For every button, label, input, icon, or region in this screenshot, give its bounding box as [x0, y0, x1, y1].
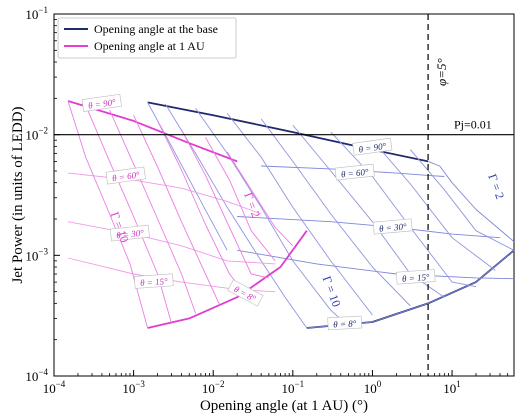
series-au-gamma-edge-16 [67, 100, 238, 163]
annotation-6: θ = 60° [105, 166, 146, 185]
y-tick-label: 10−2 [25, 126, 48, 143]
annotation-7: θ = 30° [109, 224, 150, 242]
series-base-gamma-iso-14 [372, 139, 496, 271]
y-axis-label: Jet Power (in units of LEDD) [10, 106, 26, 283]
x-tick-label: 10−4 [43, 379, 66, 396]
series-base-theta-2 [427, 160, 515, 242]
annotation-text: θ = 60° [112, 170, 141, 184]
annotation-text: θ = 90° [88, 97, 117, 111]
annotation-4: θ = 8° [327, 315, 363, 331]
series-au-gamma-iso-26 [181, 129, 269, 279]
series-base-theta-3 [261, 165, 445, 177]
annotation-1: θ = 60° [334, 163, 375, 181]
series-au-theta-19 [67, 221, 276, 265]
series-au-theta-18 [67, 172, 262, 215]
annotation-text: θ = 15° [140, 276, 169, 288]
legend-box [57, 17, 237, 59]
y-tick-label: 10−4 [25, 367, 48, 384]
series-base-theta-5 [237, 249, 515, 280]
annotation-box [227, 279, 264, 307]
annotation-text: θ = 8° [333, 318, 357, 329]
series-base-gamma-iso-9 [195, 108, 349, 327]
axis-ticks [53, 13, 509, 377]
annotation-12: Γ = 2 [485, 172, 507, 201]
annotation-text: Γ = 2 [485, 172, 507, 201]
series-base-gamma-iso-15 [410, 149, 515, 251]
series-base-gamma-iso-10 [226, 113, 373, 316]
series-au-gamma-iso-28 [226, 151, 294, 247]
series-au-gamma-iso-23 [109, 109, 197, 314]
y-tick-label: 10−1 [25, 5, 48, 22]
y-tick-label: 10−3 [25, 246, 48, 263]
annotation-box [352, 137, 393, 156]
annotation-5: θ = 90° [81, 93, 122, 112]
tick-labels: 10−4 10−3 10−2 10−1 100 101 10−4 10−3 10−2 10−1 [25, 5, 460, 396]
series-base-gamma-iso-8 [164, 103, 308, 329]
annotation-text: θ = 60° [341, 167, 370, 180]
x-tick-label: 101 [443, 379, 461, 396]
series-base-gamma-edge-0 [147, 101, 429, 163]
annotation-box [81, 93, 122, 112]
phi-reference-label: φ=5° [434, 58, 449, 86]
series-base-theta-4 [237, 216, 501, 239]
annotation-box [395, 269, 436, 285]
annotation-text: θ = 15° [402, 272, 431, 284]
legend-label-base: Opening angle at the base [94, 22, 218, 36]
series-au-gamma-iso-27 [205, 137, 276, 262]
annotation-box [372, 218, 413, 235]
annotation-text: θ = 30° [116, 228, 145, 241]
x-tick-label: 100 [364, 379, 382, 396]
plot-area: Pj=0.01 φ=5° θ = 90° θ = 60° θ = 30° θ = 15°… [53, 13, 515, 377]
annotation-box [334, 163, 375, 181]
annotation-text: θ = 90° [358, 141, 387, 155]
annotation-13: Γ = 10 [320, 274, 344, 309]
annotation-box [105, 166, 146, 185]
series-base-gamma-iso-11 [260, 118, 411, 307]
x-tick-label: 10−1 [282, 379, 305, 396]
x-tick-label: 10−2 [202, 379, 225, 396]
annotation-8: θ = 15° [134, 273, 174, 289]
reference-lines: Pj=0.01 φ=5° [54, 14, 514, 376]
legend: Opening angle at the base Opening angle … [57, 17, 237, 59]
series-au-gamma-iso-24 [133, 115, 220, 305]
series-layer [67, 100, 515, 329]
annotation-text: θ = 30° [379, 221, 408, 233]
annotation-box [327, 315, 363, 331]
legend-label-1au: Opening angle at 1 AU [94, 39, 205, 53]
annotation-0: θ = 90° [352, 137, 393, 156]
annotation-box [134, 273, 174, 289]
annotation-3: θ = 15° [395, 269, 436, 285]
series-au-gamma-iso-22 [85, 105, 173, 325]
plot-frame [53, 13, 515, 377]
x-axis-label: Opening angle (at 1 AU) (°) [200, 398, 368, 414]
series-au-gamma-edge-17 [147, 230, 308, 329]
annotation-text: Γ = 10 [320, 274, 344, 309]
pj-reference-label: Pj=0.01 [454, 118, 492, 132]
annotation-2: θ = 30° [372, 218, 413, 235]
x-tick-label: 10−3 [122, 379, 145, 396]
curve-annotations: θ = 90° θ = 60° θ = 30° θ = 15° θ = 8° θ = 90… [81, 93, 507, 331]
annotation-box [109, 224, 150, 242]
series-base-gamma-iso-13 [330, 131, 477, 288]
